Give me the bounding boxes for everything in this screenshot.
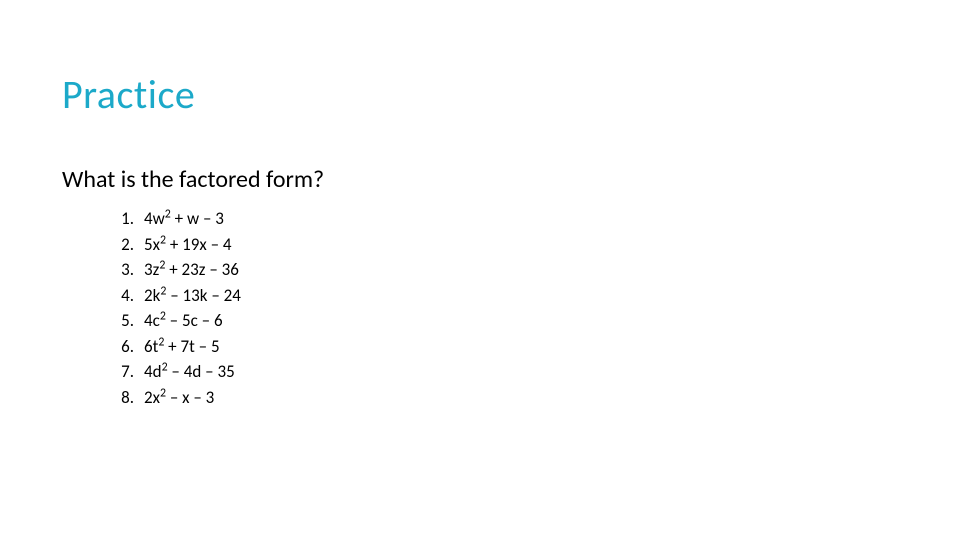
list-item: 7.4d2 – 4d – 35 [100, 359, 241, 385]
list-item-number: 7. [100, 359, 144, 385]
list-item-number: 6. [100, 334, 144, 360]
list-item-expression: 2k2 – 13k – 24 [144, 283, 241, 309]
list-item-expression: 5x2 + 19x – 4 [144, 232, 232, 258]
list-item: 1.4w2 + w – 3 [100, 206, 241, 232]
list-item-expression: 6t2 + 7t – 5 [144, 334, 220, 360]
list-item-number: 4. [100, 283, 144, 309]
list-item-expression: 4d2 – 4d – 35 [144, 359, 235, 385]
list-item-number: 3. [100, 257, 144, 283]
list-item: 3.3z2 + 23z – 36 [100, 257, 241, 283]
list-item-number: 5. [100, 308, 144, 334]
list-item-number: 1. [100, 206, 144, 232]
list-item: 5.4c2 – 5c – 6 [100, 308, 241, 334]
problem-list: 1.4w2 + w – 32.5x2 + 19x – 43.3z2 + 23z … [100, 206, 241, 410]
list-item-expression: 4c2 – 5c – 6 [144, 308, 223, 334]
list-item: 6.6t2 + 7t – 5 [100, 334, 241, 360]
list-item: 8.2x2 – x – 3 [100, 385, 241, 411]
slide-subtitle: What is the factored form? [62, 165, 324, 194]
list-item-expression: 2x2 – x – 3 [144, 385, 214, 411]
list-item: 2.5x2 + 19x – 4 [100, 232, 241, 258]
list-item: 4.2k2 – 13k – 24 [100, 283, 241, 309]
slide-title: Practice [62, 70, 195, 119]
list-item-number: 2. [100, 232, 144, 258]
slide: Practice What is the factored form? 1.4w… [0, 0, 960, 540]
list-item-number: 8. [100, 385, 144, 411]
list-item-expression: 3z2 + 23z – 36 [144, 257, 239, 283]
list-item-expression: 4w2 + w – 3 [144, 206, 224, 232]
